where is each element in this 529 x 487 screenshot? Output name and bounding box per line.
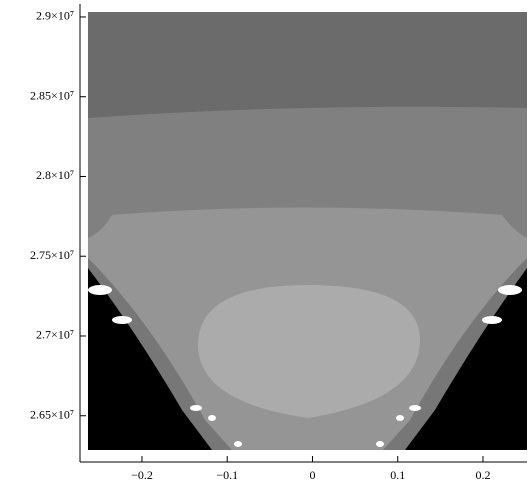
contour-spots: [88, 285, 522, 447]
x-tick-label: −0.1: [216, 468, 238, 482]
y-tick-label: 2.75×10⁷: [30, 248, 74, 262]
x-tick-label: 0: [309, 468, 315, 482]
x-tick-label: −0.2: [131, 468, 153, 482]
contour-band: [88, 268, 212, 450]
contour-plot: [88, 12, 527, 450]
contour-band: [198, 285, 420, 418]
y-tick-label: 2.7×10⁷: [36, 328, 74, 342]
y-tick-label: 2.9×10⁷: [36, 9, 74, 23]
contour-band: [405, 268, 527, 450]
y-tick-label: 2.85×10⁷: [30, 88, 74, 102]
y-tick-label: 2.65×10⁷: [30, 407, 74, 421]
x-tick-label: 0.1: [390, 468, 405, 482]
y-tick-label: 2.8×10⁷: [36, 168, 74, 182]
x-tick-label: 0.2: [475, 468, 490, 482]
